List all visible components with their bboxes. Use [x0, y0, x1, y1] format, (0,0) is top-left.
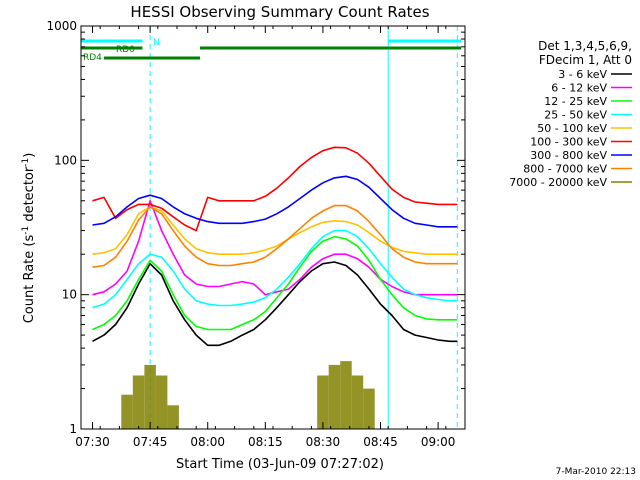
legend-entry: 12 - 25 keV [544, 95, 632, 108]
legend-label: 100 - 300 keV [530, 136, 607, 149]
series-12-25keV [92, 235, 458, 331]
y-tick-label: 100 [54, 153, 77, 167]
x-tick-label: 08:15 [248, 435, 283, 449]
instrument-flags [81, 39, 462, 60]
legend-label: 6 - 12 keV [551, 82, 607, 95]
timestamp: 7-Mar-2010 22:13 [556, 467, 636, 477]
flag-label-rd0: RD0 [116, 45, 135, 55]
series-line [92, 206, 458, 255]
legend-header-1: Det 1,3,4,5,6,9, [538, 39, 632, 53]
chart-title: HESSI Observing Summary Count Rates [130, 3, 429, 21]
flag-label-rd4: RD4 [83, 53, 102, 63]
x-tick-label: 07:30 [75, 435, 110, 449]
vertical-markers [80, 26, 458, 429]
series-line [92, 261, 458, 347]
legend-header-2: FDecim 1, Att 0 [539, 53, 632, 67]
legend-label: 300 - 800 keV [530, 149, 607, 162]
series-line [92, 204, 458, 268]
y-tick-label: 1000 [46, 19, 77, 33]
x-axis-label: Start Time (03-Jun-09 07:27:02) [176, 457, 384, 472]
legend-label: 50 - 100 keV [537, 122, 607, 135]
series-bar [144, 364, 156, 429]
series-line [92, 229, 458, 309]
series-bar [121, 394, 133, 429]
legend-label: 800 - 7000 keV [523, 163, 607, 176]
series-bar [328, 364, 341, 429]
legend-entry: 7000 - 20000 keV [509, 176, 632, 189]
x-tick-label: 08:45 [363, 435, 398, 449]
y-tick-label: 1 [69, 422, 77, 436]
y-axis: 1 10 100 1000 [46, 19, 465, 436]
legend-entry: 50 - 100 keV [537, 122, 632, 135]
series-25-50keV [92, 229, 458, 309]
series-bar [340, 361, 352, 429]
legend-label: 25 - 50 keV [544, 109, 607, 122]
series-3-6keV [92, 261, 458, 347]
flag-label-n: N [153, 38, 160, 48]
y-axis-label: Count Rate (s-1 detector-1) [21, 153, 37, 324]
series-line [92, 235, 458, 331]
data-series [92, 146, 458, 429]
legend-label: 7000 - 20000 keV [509, 176, 607, 189]
y-tick-label: 10 [62, 288, 77, 302]
legend-entry: 6 - 12 keV [551, 82, 632, 95]
legend-entry: 800 - 7000 keV [523, 163, 632, 176]
series-bar [167, 405, 179, 429]
plot-frame [80, 25, 466, 430]
x-tick-label: 08:30 [306, 435, 341, 449]
series-line [92, 200, 458, 296]
legend-entry: 300 - 800 keV [530, 149, 632, 162]
series-line [92, 146, 458, 232]
series-bar [351, 375, 364, 429]
series-bar [317, 375, 329, 429]
x-tick-label: 09:00 [421, 435, 456, 449]
x-axis: 07:30 07:45 08:00 08:15 08:30 08:45 09:00 [75, 26, 466, 449]
series-bar [363, 388, 375, 429]
legend-entry: 25 - 50 keV [544, 109, 632, 122]
x-tick-label: 08:00 [190, 435, 225, 449]
legend-entry: 3 - 6 keV [558, 68, 632, 81]
series-7000-20000keV [121, 361, 375, 429]
series-bar [132, 375, 145, 429]
series-line [92, 175, 458, 228]
legend-label: 3 - 6 keV [558, 68, 607, 81]
series-6-12keV [92, 200, 458, 296]
series-300-800keV [92, 175, 458, 228]
legend-label: 12 - 25 keV [544, 95, 607, 108]
series-50-100keV [92, 206, 458, 255]
series-800-7000keV [92, 204, 458, 268]
legend-entry: 100 - 300 keV [530, 136, 632, 149]
series-bar [155, 375, 168, 429]
x-tick-label: 07:45 [133, 435, 168, 449]
series-100-300keV [92, 146, 458, 232]
